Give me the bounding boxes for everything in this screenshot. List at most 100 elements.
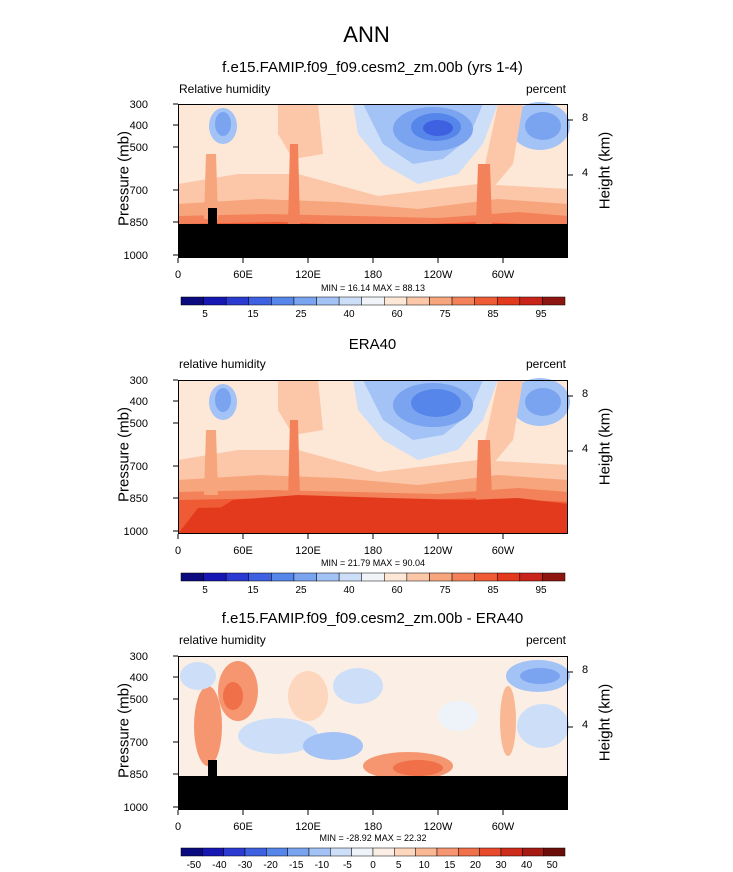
colorbar-box [225, 296, 250, 306]
main-title: ANN [343, 22, 390, 47]
positive-blob [288, 671, 328, 721]
colorbar-label: 95 [535, 585, 547, 596]
colorbar-label: 5 [395, 860, 402, 871]
colorbar-box [522, 847, 544, 857]
colorbar-box [542, 572, 566, 582]
panel-1-ytick: 300 [129, 99, 148, 111]
colorbar-label: -20 [263, 860, 278, 871]
panel-2-min-max: MIN = 21.79 MAX = 90.04 [320, 558, 426, 568]
colorbar-label: 10 [418, 860, 430, 871]
colorbar-box [244, 847, 267, 857]
colorbar-box [384, 572, 408, 582]
negative-blob [238, 718, 318, 754]
panel-3-xtick: 60E [233, 821, 253, 833]
panel-1-xtick: 120E [295, 269, 321, 281]
negative-blob [333, 668, 383, 704]
colorbar-label: 0 [370, 860, 376, 871]
colorbar-box [266, 847, 288, 857]
colorbar-box [338, 296, 362, 306]
colorbar-box [474, 572, 498, 582]
column-moist [204, 154, 218, 219]
colorbar-label: 40 [521, 860, 533, 871]
colorbar-label: 5 [202, 585, 208, 596]
panel-2-xtick: 120W [423, 545, 453, 557]
colorbar-box [372, 847, 395, 857]
colorbar-box [271, 296, 295, 306]
left-dry-core [215, 112, 231, 136]
panel-3-xtick: 120W [423, 821, 453, 833]
colorbar-box [415, 847, 438, 857]
panel-1-colorbar [180, 296, 566, 306]
positive-blob [194, 686, 222, 766]
panel-1-min-max: MIN = 16.14 MAX = 88.13 [320, 283, 426, 293]
positive-core [223, 682, 243, 710]
dry-core-deep [423, 120, 453, 136]
panel-2-xtick: 60W [491, 545, 515, 557]
panel-1-height-tick: 8 [582, 112, 589, 124]
panel-3-xtick: 180 [363, 821, 383, 833]
colorbar-label: 15 [247, 309, 259, 320]
colorbar-box [180, 572, 204, 582]
colorbar-box [203, 572, 227, 582]
panel-1-variable-label: Relative humidity [179, 82, 271, 96]
colorbar-box [223, 847, 246, 857]
colorbar-label: 20 [469, 860, 481, 871]
colorbar-box [500, 847, 523, 857]
panel-1-ytick: 1000 [123, 250, 148, 262]
panel-2-y-right-axis-label: Height (km) [596, 407, 614, 486]
panel-2-ytick: 300 [129, 375, 148, 387]
panel-3-colorbar [180, 847, 566, 857]
colorbar-box [479, 847, 502, 857]
panel-1-y-right-axis-label: Height (km) [596, 131, 614, 210]
column-moist [288, 420, 300, 500]
panel-3-min-max: MIN = -28.92 MAX = 22.32 [319, 833, 427, 843]
column-moist [204, 430, 218, 495]
panel-1-ytick: 850 [129, 217, 148, 229]
panel-3-xtick: 120E [295, 821, 321, 833]
colorbar-label: 5 [202, 309, 208, 320]
colorbar-label: -15 [288, 860, 304, 871]
colorbar-label: 60 [391, 309, 403, 320]
colorbar-box [451, 572, 475, 582]
colorbar-label: 50 [546, 860, 558, 871]
colorbar-box [384, 296, 408, 306]
colorbar-label: 40 [343, 309, 355, 320]
panel-2-ytick: 1000 [123, 526, 148, 538]
panel-2-ytick: 850 [129, 493, 148, 505]
colorbar-label: -5 [342, 860, 352, 871]
topography-mask [178, 224, 568, 258]
colorbar-box [271, 572, 295, 582]
colorbar-label: 75 [439, 585, 451, 596]
colorbar-label: 40 [343, 585, 355, 596]
panel-1-xtick: 180 [363, 269, 383, 281]
panel-3-units-label: percent [525, 633, 566, 647]
colorbar-box [429, 296, 453, 306]
panel-1-units-label: percent [525, 82, 566, 96]
positive-core [393, 760, 443, 776]
column-moist [476, 164, 492, 224]
panel-3-variable-label: relative humidity [179, 633, 266, 647]
colorbar-label: -50 [186, 860, 202, 871]
colorbar-box [361, 296, 385, 306]
colorbar-label: -10 [314, 860, 330, 871]
colorbar-box [496, 572, 521, 582]
negative-blob [517, 704, 569, 748]
topography-mask [178, 776, 568, 810]
colorbar-box [451, 296, 475, 306]
panel-2-colorbar [180, 572, 566, 582]
colorbar-box [394, 847, 416, 857]
colorbar-label: 85 [487, 309, 499, 320]
colorbar-label: -30 [237, 860, 253, 871]
dry-core-inner [411, 389, 461, 417]
colorbar-box [543, 847, 566, 857]
panel-3-xtick: 0 [174, 821, 182, 833]
panel-3-height-tick: 4 [582, 719, 589, 731]
colorbar-box [338, 572, 362, 582]
panel-2-ytick: 700 [129, 461, 148, 473]
colorbar-box [308, 847, 331, 857]
colorbar-box [519, 296, 543, 306]
colorbar-box [316, 296, 340, 306]
colorbar-box [248, 572, 272, 582]
colorbar-box [180, 296, 204, 306]
panel-1-ytick: 500 [129, 142, 148, 154]
